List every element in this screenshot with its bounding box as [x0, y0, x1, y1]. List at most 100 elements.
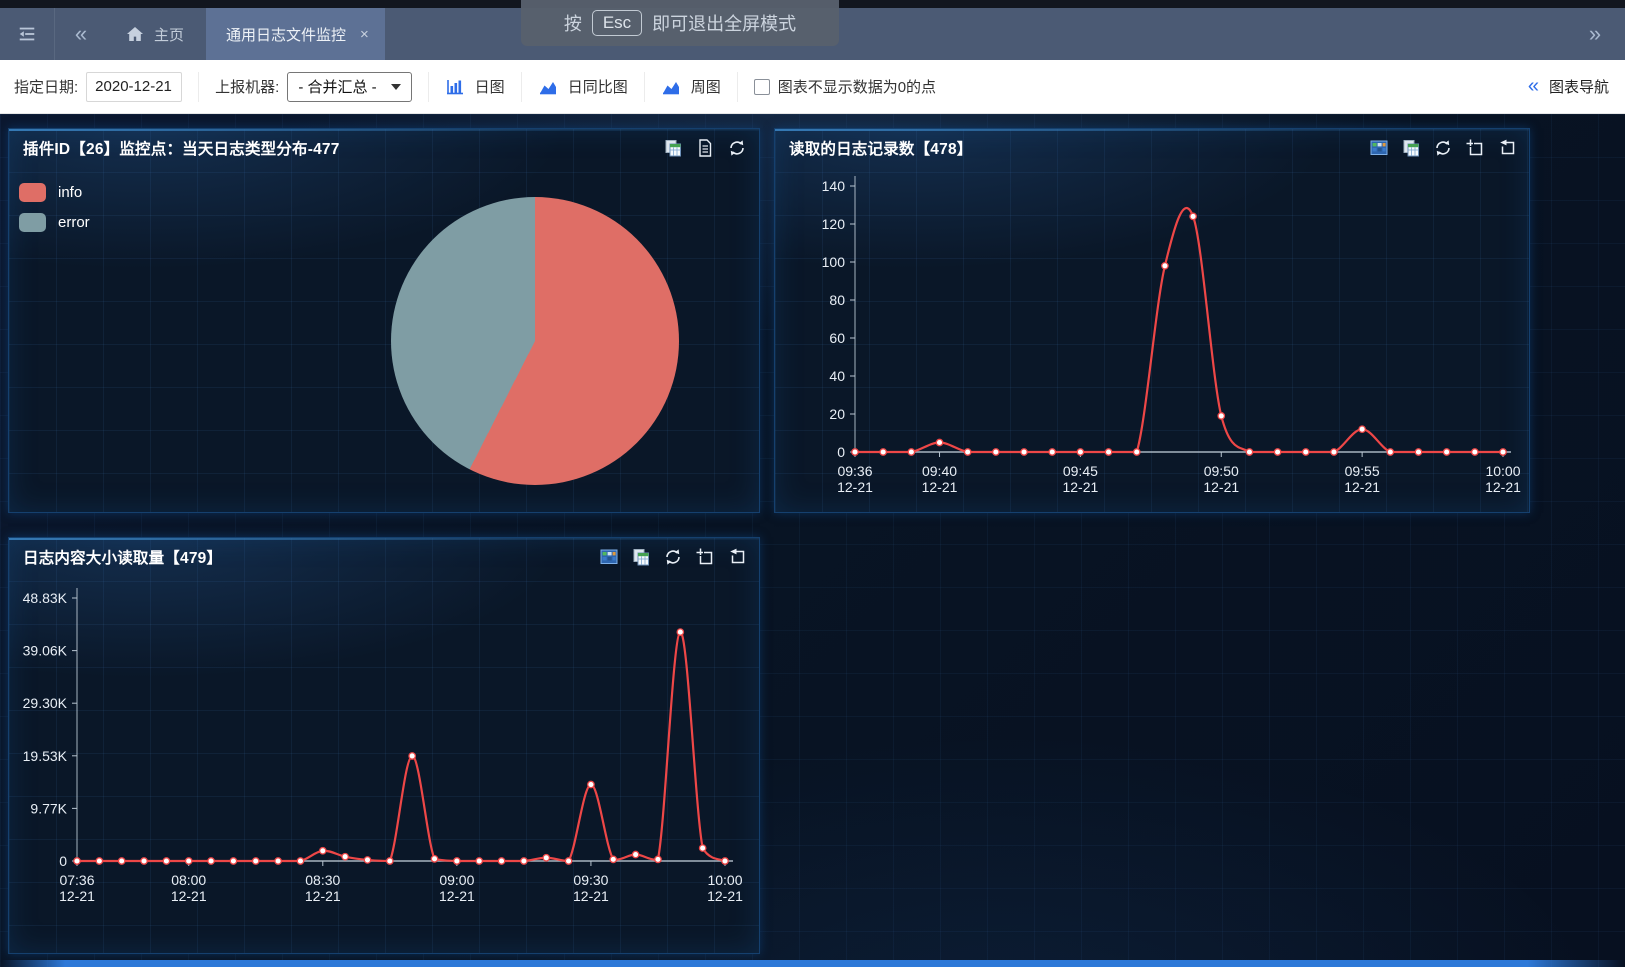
panel-title: 插件ID【26】监控点：当天日志类型分布-477	[23, 137, 340, 159]
panel-log-size: 日志内容大小读取量【479】	[8, 537, 760, 954]
tab-label: 通用日志文件监控	[226, 24, 346, 45]
svg-text:12-21: 12-21	[1203, 479, 1239, 495]
left-arrow	[20, 31, 24, 36]
week-chart-label: 周图	[691, 76, 721, 97]
document-icon[interactable]	[695, 138, 715, 158]
svg-text:12-21: 12-21	[573, 888, 609, 904]
svg-text:0: 0	[59, 853, 67, 869]
svg-text:140: 140	[822, 178, 846, 194]
sidebar-toggle-button[interactable]	[0, 8, 55, 60]
notice-suffix: 即可退出全屏模式	[652, 10, 796, 36]
svg-text:12-21: 12-21	[439, 888, 475, 904]
day-chart-button[interactable]: 日图	[445, 76, 505, 97]
chevrons-left-icon: «	[1528, 75, 1539, 98]
divider	[737, 72, 738, 102]
panel-log-record-count: 读取的日志记录数【478】	[774, 128, 1530, 513]
divider	[198, 72, 199, 102]
svg-text:09:50: 09:50	[1204, 463, 1239, 479]
divider	[428, 72, 429, 102]
home-label: 主页	[154, 24, 184, 45]
svg-text:12-21: 12-21	[1344, 479, 1380, 495]
line-chart-log-records[interactable]: 02040608010012014009:3612-2109:4012-2109…	[775, 129, 1529, 512]
day-compare-chart-label: 日同比图	[568, 76, 628, 97]
legend-item-info[interactable]: info	[19, 177, 90, 207]
svg-text:0: 0	[837, 444, 845, 460]
svg-text:12-21: 12-21	[922, 479, 958, 495]
hide-zero-points-label: 图表不显示数据为0的点	[778, 76, 936, 97]
svg-text:120: 120	[822, 216, 846, 232]
svg-text:39.06K: 39.06K	[23, 643, 68, 659]
svg-text:9.77K: 9.77K	[30, 800, 67, 816]
chart-nav-button[interactable]: « 图表导航	[1528, 75, 1609, 98]
svg-text:09:40: 09:40	[922, 463, 957, 479]
date-input[interactable]	[86, 72, 182, 102]
svg-text:12-21: 12-21	[837, 479, 873, 495]
svg-text:12-21: 12-21	[1062, 479, 1098, 495]
svg-text:09:45: 09:45	[1063, 463, 1098, 479]
area-chart-icon	[538, 77, 558, 97]
svg-text:12-21: 12-21	[305, 888, 341, 904]
week-chart-button[interactable]: 周图	[661, 76, 721, 97]
tabs-scroll-right-button[interactable]: »	[1565, 8, 1625, 60]
panel-toolbar	[663, 138, 747, 158]
svg-text:48.83K: 48.83K	[23, 590, 68, 606]
date-label: 指定日期:	[14, 76, 78, 97]
divider	[521, 72, 522, 102]
svg-text:07:36: 07:36	[59, 872, 94, 888]
page: « 主页 通用日志文件监控 × » 按 Esc 即可退出全屏模式 指定日期: 上…	[0, 0, 1625, 967]
svg-text:09:36: 09:36	[837, 463, 872, 479]
svg-text:10:00: 10:00	[1485, 463, 1520, 479]
fullscreen-exit-notice: 按 Esc 即可退出全屏模式	[521, 0, 839, 46]
line-chart-log-size[interactable]: 09.77K19.53K29.30K39.06K48.83K07:3612-21…	[9, 538, 759, 953]
machine-select-value: - 合并汇总 -	[298, 76, 376, 97]
svg-text:12-21: 12-21	[171, 888, 207, 904]
tabs-scroll-left-button[interactable]: «	[55, 8, 107, 60]
panel-header: 插件ID【26】监控点：当天日志类型分布-477	[9, 129, 759, 167]
svg-text:12-21: 12-21	[59, 888, 95, 904]
svg-text:12-21: 12-21	[1485, 479, 1521, 495]
svg-text:09:55: 09:55	[1345, 463, 1380, 479]
panel-log-type-pie: 插件ID【26】监控点：当天日志类型分布-477	[8, 128, 760, 513]
chart-nav-label: 图表导航	[1549, 76, 1609, 97]
svg-text:09:30: 09:30	[573, 872, 608, 888]
pie-legend: info error	[19, 177, 90, 237]
home-nav-item[interactable]: 主页	[107, 8, 206, 60]
chevron-down-icon	[391, 84, 401, 90]
legend-label-info: info	[58, 184, 82, 201]
tab-close-icon[interactable]: ×	[360, 26, 369, 43]
checkbox-box[interactable]	[754, 79, 770, 95]
day-compare-chart-button[interactable]: 日同比图	[538, 76, 628, 97]
esc-key-badge: Esc	[592, 10, 642, 36]
home-icon	[125, 24, 145, 44]
svg-text:08:30: 08:30	[305, 872, 340, 888]
hide-zero-points-checkbox[interactable]: 图表不显示数据为0的点	[754, 76, 936, 97]
legend-label-error: error	[58, 214, 90, 231]
copy-table-icon[interactable]	[663, 138, 683, 158]
svg-text:40: 40	[829, 368, 845, 384]
menu-fold-icon	[17, 24, 37, 44]
machine-select[interactable]: - 合并汇总 -	[287, 72, 411, 102]
toolbar: 指定日期: 上报机器: - 合并汇总 - 日图 日同比图	[0, 60, 1625, 114]
svg-text:29.30K: 29.30K	[23, 695, 68, 711]
svg-text:12-21: 12-21	[707, 888, 743, 904]
svg-text:100: 100	[822, 254, 846, 270]
refresh-icon[interactable]	[727, 138, 747, 158]
svg-text:60: 60	[829, 330, 845, 346]
svg-text:08:00: 08:00	[171, 872, 206, 888]
svg-text:10:00: 10:00	[707, 872, 742, 888]
dashboard-area: 插件ID【26】监控点：当天日志类型分布-477	[0, 114, 1625, 967]
legend-item-error[interactable]: error	[19, 207, 90, 237]
divider	[644, 72, 645, 102]
svg-text:20: 20	[829, 406, 845, 422]
bar-chart-icon	[445, 77, 465, 97]
pie-chart[interactable]	[391, 197, 679, 485]
day-chart-label: 日图	[475, 76, 505, 97]
legend-swatch-info	[19, 183, 46, 202]
svg-text:19.53K: 19.53K	[23, 748, 68, 764]
notice-prefix: 按	[564, 10, 582, 36]
svg-text:80: 80	[829, 292, 845, 308]
legend-swatch-error	[19, 213, 46, 232]
bottom-accent-bar	[0, 960, 1625, 967]
area-chart-icon	[661, 77, 681, 97]
tab-log-file-monitor[interactable]: 通用日志文件监控 ×	[206, 8, 385, 60]
